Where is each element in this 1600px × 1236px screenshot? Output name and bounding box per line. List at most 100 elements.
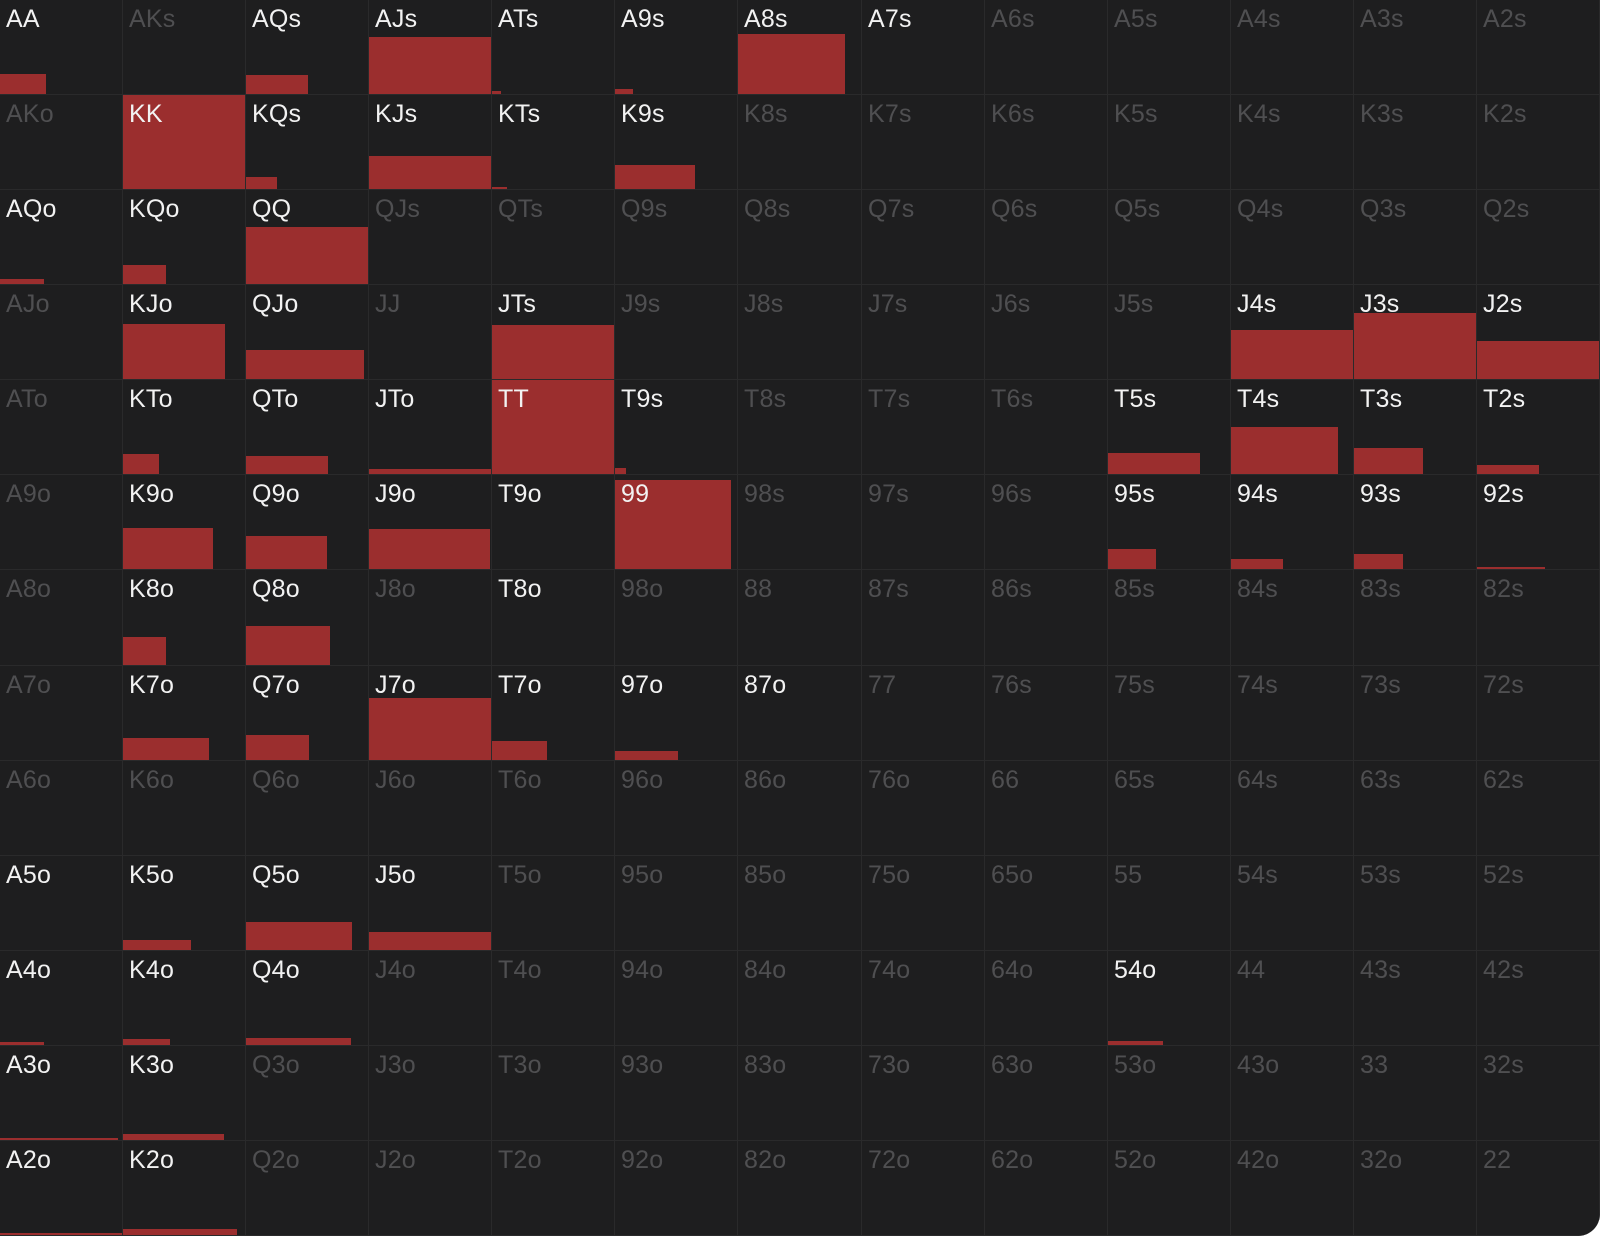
hand-cell-q4o[interactable]: Q4o: [246, 951, 369, 1046]
hand-cell-k5s[interactable]: K5s: [1108, 95, 1231, 190]
hand-cell-44[interactable]: 44: [1231, 951, 1354, 1046]
hand-cell-t8s[interactable]: T8s: [738, 380, 862, 475]
hand-cell-93s[interactable]: 93s: [1354, 475, 1477, 570]
hand-cell-q8s[interactable]: Q8s: [738, 190, 862, 285]
hand-cell-83o[interactable]: 83o: [738, 1046, 862, 1141]
hand-cell-86o[interactable]: 86o: [738, 761, 862, 856]
hand-cell-j3o[interactable]: J3o: [369, 1046, 492, 1141]
hand-cell-j4s[interactable]: J4s: [1231, 285, 1354, 380]
hand-cell-q5o[interactable]: Q5o: [246, 856, 369, 951]
hand-cell-83s[interactable]: 83s: [1354, 570, 1477, 666]
hand-cell-j9s[interactable]: J9s: [615, 285, 738, 380]
hand-cell-a6s[interactable]: A6s: [985, 0, 1108, 95]
hand-cell-q3o[interactable]: Q3o: [246, 1046, 369, 1141]
hand-cell-t9o[interactable]: T9o: [492, 475, 615, 570]
hand-cell-t6o[interactable]: T6o: [492, 761, 615, 856]
hand-cell-t5s[interactable]: T5s: [1108, 380, 1231, 475]
hand-cell-85o[interactable]: 85o: [738, 856, 862, 951]
hand-cell-62s[interactable]: 62s: [1477, 761, 1600, 856]
hand-cell-j3s[interactable]: J3s: [1354, 285, 1477, 380]
hand-cell-t2o[interactable]: T2o: [492, 1141, 615, 1236]
hand-cell-a5s[interactable]: A5s: [1108, 0, 1231, 95]
hand-cell-82o[interactable]: 82o: [738, 1141, 862, 1236]
hand-cell-84s[interactable]: 84s: [1231, 570, 1354, 666]
hand-cell-97o[interactable]: 97o: [615, 666, 738, 761]
hand-cell-62o[interactable]: 62o: [985, 1141, 1108, 1236]
hand-cell-87o[interactable]: 87o: [738, 666, 862, 761]
hand-cell-kk[interactable]: KK: [123, 95, 246, 190]
hand-cell-93o[interactable]: 93o: [615, 1046, 738, 1141]
hand-cell-a6o[interactable]: A6o: [0, 761, 123, 856]
hand-cell-q8o[interactable]: Q8o: [246, 570, 369, 666]
hand-cell-66[interactable]: 66: [985, 761, 1108, 856]
hand-cell-86s[interactable]: 86s: [985, 570, 1108, 666]
hand-cell-32s[interactable]: 32s: [1477, 1046, 1600, 1141]
hand-cell-63o[interactable]: 63o: [985, 1046, 1108, 1141]
hand-cell-74s[interactable]: 74s: [1231, 666, 1354, 761]
hand-cell-74o[interactable]: 74o: [862, 951, 985, 1046]
hand-cell-65o[interactable]: 65o: [985, 856, 1108, 951]
hand-cell-t5o[interactable]: T5o: [492, 856, 615, 951]
hand-cell-kqo[interactable]: KQo: [123, 190, 246, 285]
hand-cell-kjs[interactable]: KJs: [369, 95, 492, 190]
hand-cell-a8o[interactable]: A8o: [0, 570, 123, 666]
hand-cell-64o[interactable]: 64o: [985, 951, 1108, 1046]
hand-cell-kto[interactable]: KTo: [123, 380, 246, 475]
hand-cell-92o[interactable]: 92o: [615, 1141, 738, 1236]
hand-cell-aqs[interactable]: AQs: [246, 0, 369, 95]
hand-cell-kjo[interactable]: KJo: [123, 285, 246, 380]
hand-cell-43s[interactable]: 43s: [1354, 951, 1477, 1046]
hand-cell-22[interactable]: 22: [1477, 1141, 1600, 1236]
hand-cell-a5o[interactable]: A5o: [0, 856, 123, 951]
hand-cell-j6s[interactable]: J6s: [985, 285, 1108, 380]
hand-cell-98o[interactable]: 98o: [615, 570, 738, 666]
hand-cell-75s[interactable]: 75s: [1108, 666, 1231, 761]
hand-cell-t8o[interactable]: T8o: [492, 570, 615, 666]
hand-cell-63s[interactable]: 63s: [1354, 761, 1477, 856]
hand-cell-87s[interactable]: 87s: [862, 570, 985, 666]
hand-cell-k9s[interactable]: K9s: [615, 95, 738, 190]
hand-cell-j7s[interactable]: J7s: [862, 285, 985, 380]
hand-cell-k5o[interactable]: K5o: [123, 856, 246, 951]
hand-cell-64s[interactable]: 64s: [1231, 761, 1354, 856]
hand-cell-j8s[interactable]: J8s: [738, 285, 862, 380]
hand-cell-95o[interactable]: 95o: [615, 856, 738, 951]
hand-cell-t4o[interactable]: T4o: [492, 951, 615, 1046]
hand-cell-j2s[interactable]: J2s: [1477, 285, 1600, 380]
hand-cell-a3o[interactable]: A3o: [0, 1046, 123, 1141]
hand-cell-j5s[interactable]: J5s: [1108, 285, 1231, 380]
hand-cell-ajs[interactable]: AJs: [369, 0, 492, 95]
hand-cell-32o[interactable]: 32o: [1354, 1141, 1477, 1236]
hand-cell-85s[interactable]: 85s: [1108, 570, 1231, 666]
hand-cell-q9s[interactable]: Q9s: [615, 190, 738, 285]
hand-cell-q9o[interactable]: Q9o: [246, 475, 369, 570]
hand-cell-kqs[interactable]: KQs: [246, 95, 369, 190]
hand-cell-54s[interactable]: 54s: [1231, 856, 1354, 951]
hand-cell-a4o[interactable]: A4o: [0, 951, 123, 1046]
hand-cell-qto[interactable]: QTo: [246, 380, 369, 475]
hand-cell-q7o[interactable]: Q7o: [246, 666, 369, 761]
hand-cell-52o[interactable]: 52o: [1108, 1141, 1231, 1236]
hand-cell-k7s[interactable]: K7s: [862, 95, 985, 190]
hand-cell-ajo[interactable]: AJo: [0, 285, 123, 380]
hand-cell-jj[interactable]: JJ: [369, 285, 492, 380]
hand-cell-t3o[interactable]: T3o: [492, 1046, 615, 1141]
hand-cell-kts[interactable]: KTs: [492, 95, 615, 190]
hand-cell-qts[interactable]: QTs: [492, 190, 615, 285]
hand-cell-t3s[interactable]: T3s: [1354, 380, 1477, 475]
hand-cell-q3s[interactable]: Q3s: [1354, 190, 1477, 285]
hand-cell-t7s[interactable]: T7s: [862, 380, 985, 475]
hand-cell-33[interactable]: 33: [1354, 1046, 1477, 1141]
hand-cell-76s[interactable]: 76s: [985, 666, 1108, 761]
hand-cell-qjo[interactable]: QJo: [246, 285, 369, 380]
hand-cell-94o[interactable]: 94o: [615, 951, 738, 1046]
hand-cell-j4o[interactable]: J4o: [369, 951, 492, 1046]
hand-cell-k3o[interactable]: K3o: [123, 1046, 246, 1141]
hand-cell-55[interactable]: 55: [1108, 856, 1231, 951]
hand-cell-92s[interactable]: 92s: [1477, 475, 1600, 570]
hand-cell-j7o[interactable]: J7o: [369, 666, 492, 761]
hand-cell-98s[interactable]: 98s: [738, 475, 862, 570]
hand-cell-72s[interactable]: 72s: [1477, 666, 1600, 761]
hand-cell-a3s[interactable]: A3s: [1354, 0, 1477, 95]
hand-cell-a9s[interactable]: A9s: [615, 0, 738, 95]
